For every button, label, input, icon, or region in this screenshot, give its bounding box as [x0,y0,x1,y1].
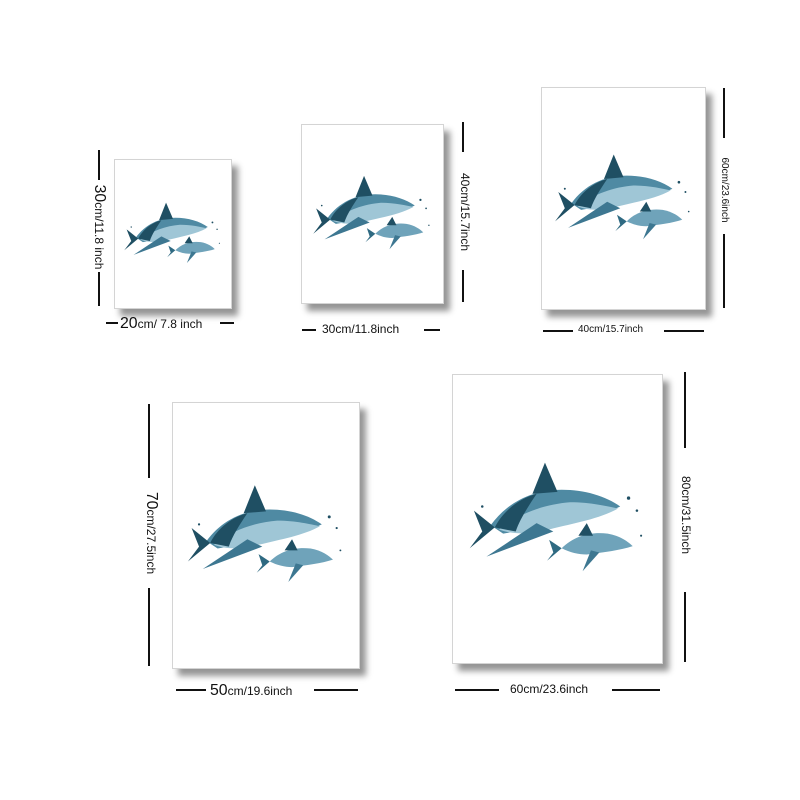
width-unit: 40cm/15.7inch [578,324,644,335]
height-dimension-line [98,272,100,306]
height-unit: cm/27.5inch [144,509,158,575]
height-number: 30 [91,184,108,203]
width-label-30x40: 30cm/11.8inch [322,323,399,335]
width-dimension-line [220,322,234,324]
poster-50x70 [172,402,360,669]
width-dimension-line [314,689,358,691]
height-number: 70 [143,491,160,510]
width-dimension-line [302,329,316,331]
height-dimension-line [98,150,100,180]
poster-30x40 [301,124,444,304]
height-unit: 80cm/31.5inch [679,475,693,555]
width-number: 20 [120,315,138,332]
height-dimension-line [148,588,150,666]
shark-watercolor-icon [313,175,430,250]
height-unit: 60cm/23.6inch [719,157,730,223]
width-dimension-line [543,330,573,332]
width-label-40x60: 40cm/15.7inch [578,325,643,335]
width-dimension-line [424,329,440,331]
height-dimension-line [684,592,686,662]
width-dimension-line [664,330,704,332]
height-unit: 40cm/15.7inch [458,172,472,252]
height-label-60x80: 80cm/31.5inch [678,450,693,580]
width-dimension-line [612,689,660,691]
height-dimension-line [148,404,150,478]
width-dimension-line [176,689,206,691]
shark-watercolor-icon [124,202,220,263]
height-label-40x60: 60cm/23.6inch [717,135,730,245]
poster-20x30 [114,159,232,309]
height-dimension-line [723,234,725,308]
height-dimension-line [684,372,686,448]
shark-watercolor-icon [187,485,342,582]
height-dimension-line [462,122,464,152]
height-label-20x30: 30cm/11.8 inch [89,167,108,287]
width-unit: 30cm/11.8inch [322,322,400,336]
poster-60x80 [452,374,663,664]
width-unit: cm/ 7.8 inch [137,317,203,331]
width-dimension-line [106,322,118,324]
width-label-20x30: 20cm/ 7.8 inch [120,316,202,332]
height-dimension-line [462,270,464,302]
width-unit: cm/19.6inch [227,684,293,698]
height-dimension-line [723,88,725,138]
height-label-50x70: 70cm/27.5inch [141,458,160,608]
height-label-30x40: 40cm/15.7inch [455,152,472,272]
width-dimension-line [455,689,499,691]
width-label-50x70: 50cm/19.6inch [210,683,292,699]
height-unit: cm/11.8 inch [92,202,106,270]
width-label-60x80: 60cm/23.6inch [510,683,588,695]
shark-watercolor-icon [555,154,690,240]
width-unit: 60cm/23.6inch [510,682,589,696]
shark-watercolor-icon [469,462,643,572]
width-number: 50 [210,682,228,699]
poster-40x60 [541,87,706,310]
